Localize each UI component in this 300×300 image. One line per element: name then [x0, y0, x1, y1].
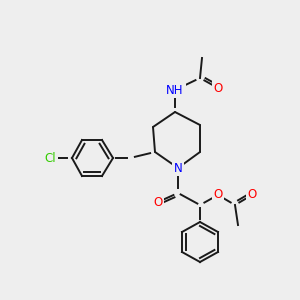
Text: NH: NH	[166, 83, 184, 97]
Text: N: N	[174, 161, 182, 175]
Text: O: O	[213, 188, 223, 202]
Text: O: O	[153, 196, 163, 208]
Text: O: O	[248, 188, 256, 202]
Text: O: O	[213, 82, 223, 94]
Text: Cl: Cl	[44, 152, 56, 164]
